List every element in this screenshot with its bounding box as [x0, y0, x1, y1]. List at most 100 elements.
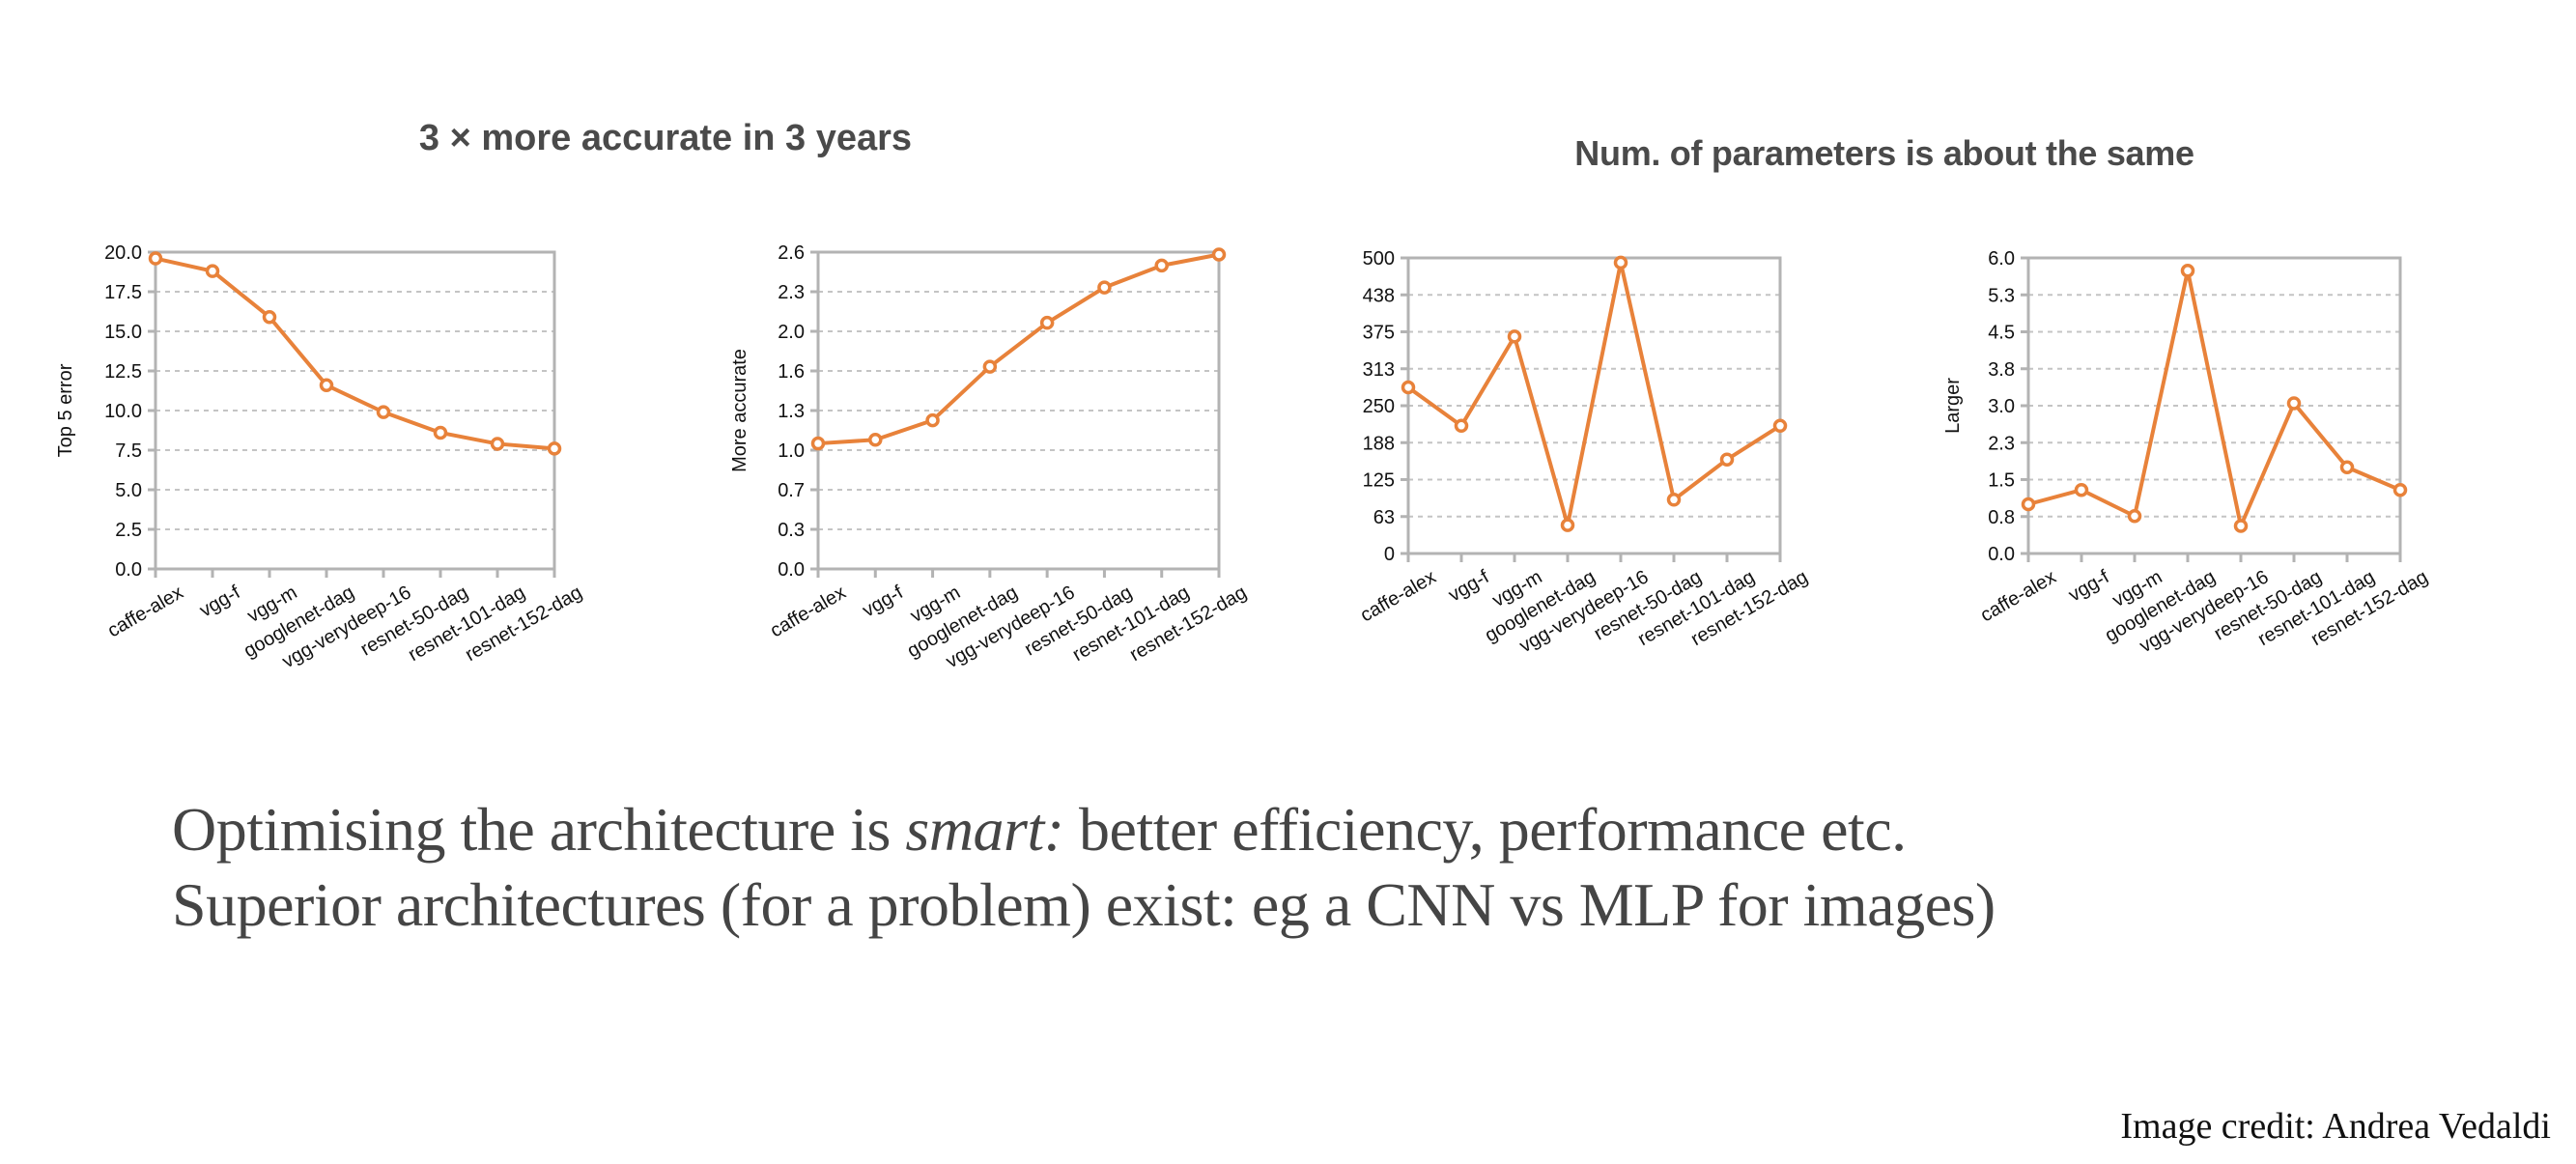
y-tick-label: 4.5 — [1988, 323, 2015, 344]
y-axis-label: More accurate — [729, 349, 750, 472]
data-point — [1401, 380, 1416, 395]
series-line — [1406, 260, 1782, 527]
data-point — [319, 378, 334, 393]
data-point — [2286, 396, 2302, 411]
y-tick-label: 5.0 — [115, 480, 142, 501]
y-tick-label: 1.5 — [1988, 470, 2015, 492]
data-point — [1613, 255, 1628, 270]
data-point — [1454, 418, 1469, 434]
y-tick-label: 0.0 — [115, 559, 142, 581]
data-point — [1772, 418, 1788, 434]
data-point — [2021, 497, 2036, 512]
y-tick-label: 0.3 — [778, 520, 805, 541]
series-line — [817, 252, 1220, 446]
y-tick-label: 125 — [1363, 470, 1395, 492]
data-point — [2127, 508, 2142, 524]
data-point — [2233, 519, 2249, 533]
y-tick-label: 250 — [1363, 396, 1395, 417]
data-point — [1507, 329, 1522, 344]
x-tick-label: caffe-alex — [767, 582, 850, 641]
data-point — [925, 412, 940, 428]
y-tick-label: 2.5 — [115, 520, 142, 541]
y-axis-label: Top 5 error — [55, 363, 76, 457]
y-tick-label: 63 — [1373, 507, 1395, 528]
data-point — [2180, 264, 2195, 278]
x-tick-label: caffe-alex — [1357, 566, 1440, 626]
data-point — [2074, 482, 2089, 497]
series-line — [2027, 269, 2401, 528]
y-tick-label: 438 — [1363, 285, 1395, 306]
y-axis-label: Larger — [1942, 378, 1964, 434]
y-tick-label: 500 — [1363, 248, 1395, 270]
top5-error-chart: 0.0 2.5 5.0 7.5 10.0 12.5 15.0 17.5 20.0 caffe-al… — [55, 242, 586, 672]
plot-frame — [816, 250, 1221, 571]
data-point — [810, 436, 826, 451]
data-point — [490, 437, 505, 451]
x-tick-label: vgg-f — [859, 582, 907, 622]
caption-line-1: Optimising the architecture is smart: be… — [172, 794, 1907, 866]
y-tick-label: 2.3 — [1988, 433, 2015, 454]
y-tick-label: 3.0 — [1988, 396, 2015, 417]
x-tick-label: vgg-f — [196, 582, 244, 622]
data-point — [1154, 258, 1169, 273]
charts-canvas: 0.0 2.5 5.0 7.5 10.0 12.5 15.0 17.5 20.0 caffe-al… — [55, 242, 2432, 672]
y-tick-label: 2.3 — [778, 282, 805, 303]
y-tick-label: 188 — [1363, 433, 1395, 454]
data-point — [982, 359, 998, 374]
accuracy-group-title: 3 × more accurate in 3 years — [418, 118, 913, 158]
y-tick-label: 2.0 — [778, 322, 805, 343]
data-point — [1666, 493, 1682, 507]
y-tick-label: 0.7 — [778, 480, 805, 501]
y-tick-label: 0.0 — [778, 559, 805, 581]
data-point — [376, 405, 391, 419]
data-point — [148, 251, 163, 266]
y-tick-label: 6.0 — [1988, 248, 2015, 270]
parameters-group-title: Num. of parameters is about the same — [1574, 133, 2194, 173]
y-tick-label: 5.3 — [1988, 285, 2015, 306]
data-point — [262, 309, 277, 325]
y-tick-label: 10.0 — [104, 401, 142, 422]
y-tick-label: 0.0 — [1988, 544, 2015, 565]
y-tick-label: 1.3 — [778, 401, 805, 422]
y-tick-label: 0.8 — [1988, 507, 2015, 528]
data-point — [868, 433, 883, 447]
data-point — [1719, 452, 1735, 467]
plot-frame — [2026, 256, 2402, 555]
caption-line-1-end: better efficiency, performance etc. — [1063, 795, 1907, 864]
y-tick-label: 20.0 — [104, 242, 142, 264]
y-tick-label: 3.8 — [1988, 359, 2015, 381]
data-point — [1560, 518, 1575, 532]
data-point — [433, 425, 448, 440]
y-tick-label: 1.6 — [778, 361, 805, 383]
relative-accuracy-chart: 0.0 0.3 0.7 1.0 1.3 1.6 2.0 2.3 2.6 caffe-alex vgg… — [729, 242, 1251, 672]
y-tick-label: 2.6 — [778, 242, 805, 264]
image-credit: Image credit: Andrea Vedaldi — [2120, 1106, 2551, 1147]
caption-line-2: Superior architectures (for a problem) e… — [172, 870, 1996, 939]
y-tick-label: 12.5 — [104, 361, 142, 383]
plot-frame — [1406, 256, 1782, 555]
data-point — [1097, 280, 1112, 295]
caption-emphasis: smart: — [905, 795, 1064, 864]
y-tick-label: 1.0 — [778, 440, 805, 462]
y-tick-label: 0 — [1384, 544, 1395, 565]
x-tick-label: caffe-alex — [104, 582, 187, 641]
data-point — [2392, 482, 2408, 497]
relative-size-chart: 0.0 0.8 1.5 2.3 3.0 3.8 4.5 5.3 6.0 caffe-alex vgg… — [1942, 248, 2432, 657]
caption-line-1-start: Optimising the architecture is — [172, 795, 906, 864]
data-point — [2339, 460, 2355, 474]
y-tick-label: 17.5 — [104, 282, 142, 303]
data-point — [547, 441, 562, 456]
data-point — [205, 264, 220, 278]
x-tick-label: caffe-alex — [1977, 566, 2060, 626]
data-point — [1039, 315, 1055, 330]
data-point — [1211, 247, 1227, 262]
x-tick-label: vgg-f — [1445, 566, 1493, 607]
y-tick-label: 375 — [1363, 323, 1395, 344]
y-tick-label: 313 — [1363, 359, 1395, 381]
series-line — [155, 256, 555, 451]
y-tick-label: 7.5 — [115, 440, 142, 462]
x-tick-label: vgg-f — [2065, 566, 2113, 607]
plot-frame — [154, 250, 556, 571]
y-tick-label: 15.0 — [104, 322, 142, 343]
